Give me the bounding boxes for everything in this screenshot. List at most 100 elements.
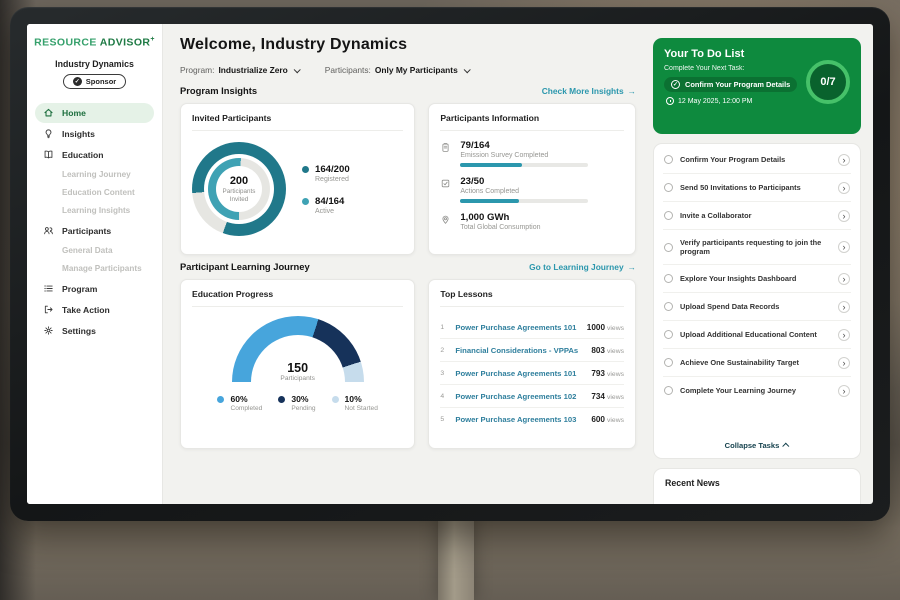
education-progress-card: Education Progress 150 Participants: [180, 279, 416, 449]
program-filter[interactable]: Program: Industrialize Zero: [180, 65, 301, 75]
settings-icon: [44, 326, 53, 335]
card-title: Participants Information: [440, 113, 624, 131]
chevron-right-icon[interactable]: ›: [838, 384, 850, 397]
task-checkbox[interactable]: [664, 242, 673, 252]
task-checkbox[interactable]: [664, 302, 673, 312]
sidebar-item-insights[interactable]: Insights: [35, 124, 154, 144]
task-row-upload-educational-content[interactable]: Upload Additional Educational Content ›: [663, 321, 851, 350]
task-row-invite-collaborator[interactable]: Invite a Collaborator ›: [663, 202, 851, 230]
sidebar-item-education[interactable]: Education: [35, 145, 154, 165]
todo-next-task[interactable]: ✓ Confirm Your Program Details: [664, 77, 798, 92]
info-label: Emission Survey Completed: [460, 152, 549, 159]
collapse-label: Collapse Tasks: [724, 441, 780, 450]
sidebar-item-manage-participants[interactable]: Manage Participants: [27, 260, 162, 278]
sidebar-item-program[interactable]: Program: [35, 279, 154, 299]
gauge-center: 150 Participants: [232, 361, 364, 382]
insights-icon: [45, 129, 52, 139]
tasks-card: Confirm Your Program Details › Send 50 I…: [653, 143, 861, 459]
sidebar-item-education-content[interactable]: Education Content: [27, 184, 162, 202]
take-action-icon: [44, 305, 53, 314]
lesson-link[interactable]: Power Purchase Agreements 101: [455, 368, 577, 378]
chevron-down-icon: [463, 65, 471, 73]
task-row-verify-participants[interactable]: Verify participants requesting to join t…: [663, 230, 851, 266]
lesson-link[interactable]: Power Purchase Agreements 103: [455, 414, 577, 424]
task-row-achieve-target[interactable]: Achieve One Sustainability Target ›: [663, 349, 851, 378]
task-row-explore-insights[interactable]: Explore Your Insights Dashboard ›: [663, 265, 851, 294]
chevron-right-icon[interactable]: ›: [838, 300, 850, 313]
task-checkbox[interactable]: [664, 155, 673, 164]
survey-icon: [442, 143, 449, 152]
sidebar-item-take-action[interactable]: Take Action: [35, 300, 154, 320]
chevron-right-icon[interactable]: ›: [838, 153, 850, 166]
check-icon: ✓: [671, 80, 680, 89]
chevron-right-icon[interactable]: ›: [838, 209, 850, 222]
task-row-complete-learning-journey[interactable]: Complete Your Learning Journey ›: [663, 377, 851, 404]
todo-progress-value: 0/7: [820, 76, 836, 88]
sidebar-item-label: Participants: [62, 225, 112, 236]
recent-news-card: Recent News: [653, 468, 861, 504]
chevron-right-icon[interactable]: ›: [838, 328, 850, 341]
task-checkbox[interactable]: [664, 330, 673, 340]
donut-center-value: 200: [229, 174, 249, 187]
collapse-tasks-button[interactable]: Collapse Tasks: [663, 433, 851, 458]
legend-value: 84/164: [315, 195, 345, 207]
logo-advisor: ADVISOR: [99, 36, 151, 49]
check-more-insights-link[interactable]: Check More Insights →: [542, 86, 636, 96]
task-label: Upload Spend Data Records: [680, 301, 780, 311]
learning-cards-row: Education Progress 150 Participants: [180, 279, 636, 449]
task-label: Confirm Your Program Details: [680, 154, 786, 164]
link-label: Check More Insights: [541, 85, 624, 96]
sidebar-item-learning-insights[interactable]: Learning Insights: [27, 202, 162, 220]
sidebar-item-label: Learning Insights: [62, 206, 131, 215]
chevron-right-icon[interactable]: ›: [838, 181, 850, 194]
lesson-rank: 3: [440, 369, 445, 377]
lesson-rank: 1: [440, 323, 445, 331]
recent-news-title: Recent News: [665, 478, 720, 488]
sidebar-item-home[interactable]: Home: [35, 102, 154, 123]
program-filter-value: Industrialize Zero: [218, 65, 288, 75]
location-icon: [442, 215, 449, 224]
task-checkbox[interactable]: [664, 358, 673, 368]
task-checkbox[interactable]: [664, 274, 673, 284]
chevron-down-icon: [293, 65, 301, 73]
task-row-send-invitations[interactable]: Send 50 Invitations to Participants ›: [663, 174, 851, 202]
participants-filter[interactable]: Participants: Only My Participants: [325, 65, 471, 75]
invited-participants-donut: 200 Participants Invited: [192, 142, 286, 236]
legend-item-active: 84/164 Active: [302, 196, 350, 215]
chevron-right-icon[interactable]: ›: [838, 356, 850, 369]
lesson-row: 5 Power Purchase Agreements 103 600 views: [440, 408, 624, 430]
chevron-right-icon[interactable]: ›: [838, 241, 850, 254]
sidebar: RESOURCE ADVISOR+ Industry Dynamics ✓ Sp…: [27, 24, 163, 504]
lesson-views: 734 views: [591, 391, 624, 401]
info-value: 23/50: [460, 176, 485, 187]
sidebar-item-participants[interactable]: Participants: [35, 221, 154, 241]
info-value: 79/164: [460, 140, 490, 151]
task-checkbox[interactable]: [664, 183, 673, 192]
lesson-link[interactable]: Power Purchase Agreements 101: [455, 322, 577, 332]
gauge-legend: 60% Completed 30% Pending: [192, 394, 403, 412]
task-row-confirm-program[interactable]: Confirm Your Program Details ›: [663, 146, 851, 174]
sidebar-item-learning-journey[interactable]: Learning Journey: [27, 166, 162, 184]
legend-label: Registered: [315, 175, 349, 183]
sidebar-item-label: Learning Journey: [62, 170, 131, 179]
sidebar-item-label: Take Action: [62, 304, 110, 315]
info-label: Total Global Consumption: [460, 224, 541, 231]
chevron-right-icon[interactable]: ›: [838, 272, 850, 285]
lesson-rank: 2: [440, 346, 445, 354]
todo-panel: Your To Do List Complete Your Next Task:…: [649, 24, 873, 504]
sidebar-item-settings[interactable]: Settings: [35, 321, 154, 341]
chevron-up-icon: [782, 442, 790, 450]
task-label: Explore Your Insights Dashboard: [680, 273, 797, 283]
lesson-views: 803 views: [591, 345, 624, 355]
go-to-learning-journey-link[interactable]: Go to Learning Journey →: [529, 262, 636, 272]
legend-item-pending: 30% Pending: [278, 394, 316, 412]
lesson-link[interactable]: Financial Considerations - VPPAs: [455, 345, 579, 355]
sponsor-icon: ✓: [72, 76, 82, 86]
task-row-upload-spend-data[interactable]: Upload Spend Data Records ›: [663, 293, 851, 322]
sidebar-item-general-data[interactable]: General Data: [27, 242, 162, 260]
task-checkbox[interactable]: [664, 211, 673, 220]
task-checkbox[interactable]: [664, 386, 673, 396]
info-row-consumption: 1,000 GWh Total Global Consumption: [440, 212, 624, 231]
participants-information-card: Participants Information 79/164 Emission…: [428, 103, 636, 255]
lesson-link[interactable]: Power Purchase Agreements 102: [455, 391, 577, 401]
